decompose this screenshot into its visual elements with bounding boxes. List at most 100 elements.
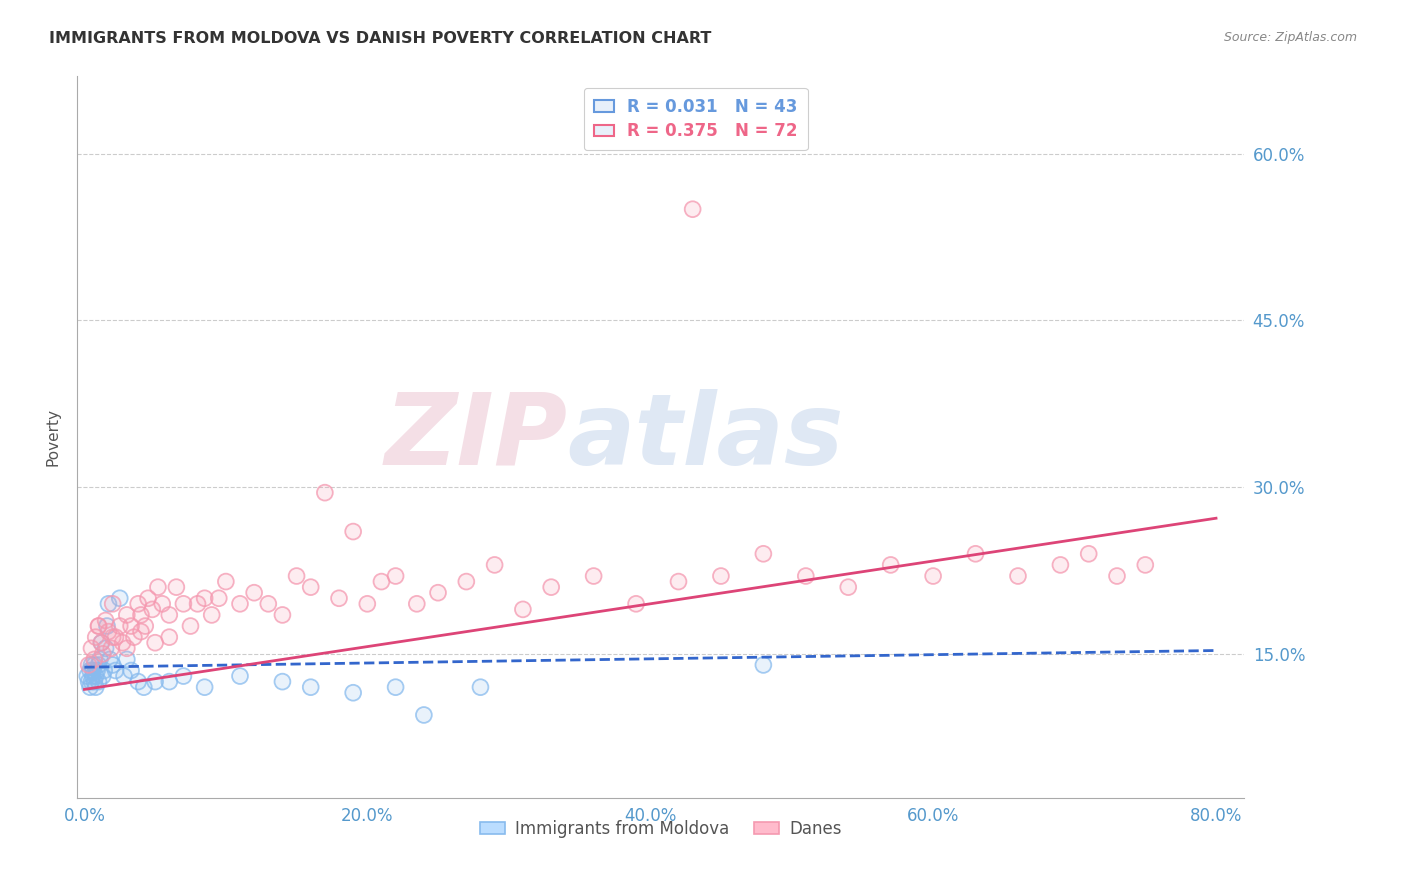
Legend: Immigrants from Moldova, Danes: Immigrants from Moldova, Danes bbox=[474, 813, 848, 844]
Point bbox=[101, 657, 124, 672]
Point bbox=[86, 664, 108, 678]
Point bbox=[427, 585, 450, 599]
Point bbox=[104, 664, 127, 678]
Point bbox=[134, 619, 156, 633]
Point bbox=[104, 630, 127, 644]
Point bbox=[82, 664, 104, 678]
Point bbox=[90, 636, 112, 650]
Point bbox=[187, 597, 209, 611]
Point bbox=[299, 680, 322, 694]
Point bbox=[84, 669, 107, 683]
Point bbox=[93, 664, 115, 678]
Text: Source: ZipAtlas.com: Source: ZipAtlas.com bbox=[1223, 31, 1357, 45]
Point bbox=[582, 569, 605, 583]
Y-axis label: Poverty: Poverty bbox=[45, 408, 60, 467]
Point bbox=[80, 657, 103, 672]
Point bbox=[837, 580, 859, 594]
Point bbox=[624, 597, 647, 611]
Point bbox=[285, 569, 308, 583]
Point bbox=[229, 597, 252, 611]
Point bbox=[314, 485, 336, 500]
Point bbox=[143, 674, 166, 689]
Point bbox=[120, 619, 142, 633]
Point bbox=[98, 652, 121, 666]
Point bbox=[146, 580, 169, 594]
Point bbox=[91, 669, 114, 683]
Point bbox=[484, 558, 506, 572]
Point bbox=[157, 630, 180, 644]
Point bbox=[94, 641, 117, 656]
Point bbox=[405, 597, 427, 611]
Point bbox=[91, 647, 114, 661]
Point bbox=[136, 591, 159, 606]
Point bbox=[96, 619, 118, 633]
Point bbox=[122, 630, 145, 644]
Point bbox=[172, 669, 194, 683]
Point bbox=[83, 674, 105, 689]
Point bbox=[87, 657, 110, 672]
Point bbox=[94, 614, 117, 628]
Point bbox=[356, 597, 378, 611]
Point bbox=[179, 619, 201, 633]
Point bbox=[794, 569, 817, 583]
Point bbox=[752, 657, 775, 672]
Point bbox=[172, 669, 194, 683]
Point bbox=[77, 657, 100, 672]
Point bbox=[98, 652, 121, 666]
Point bbox=[682, 202, 704, 217]
Point bbox=[83, 674, 105, 689]
Point bbox=[104, 630, 127, 644]
Point bbox=[1077, 547, 1099, 561]
Point bbox=[624, 597, 647, 611]
Point bbox=[120, 664, 142, 678]
Point bbox=[108, 591, 131, 606]
Point bbox=[82, 664, 104, 678]
Point bbox=[165, 580, 187, 594]
Point bbox=[76, 669, 98, 683]
Point bbox=[89, 652, 111, 666]
Point bbox=[115, 641, 138, 656]
Point bbox=[1077, 547, 1099, 561]
Point bbox=[134, 619, 156, 633]
Point bbox=[127, 674, 149, 689]
Point bbox=[427, 585, 450, 599]
Point bbox=[922, 569, 945, 583]
Point bbox=[86, 664, 108, 678]
Point bbox=[79, 680, 101, 694]
Point bbox=[87, 674, 110, 689]
Point bbox=[132, 680, 155, 694]
Point bbox=[384, 569, 406, 583]
Point bbox=[157, 674, 180, 689]
Point bbox=[165, 580, 187, 594]
Point bbox=[965, 547, 987, 561]
Point bbox=[108, 619, 131, 633]
Point bbox=[1135, 558, 1157, 572]
Point bbox=[84, 680, 107, 694]
Point bbox=[668, 574, 690, 589]
Point bbox=[115, 641, 138, 656]
Point bbox=[93, 664, 115, 678]
Point bbox=[710, 569, 733, 583]
Point bbox=[97, 597, 120, 611]
Point bbox=[100, 641, 122, 656]
Point bbox=[271, 607, 294, 622]
Point bbox=[208, 591, 231, 606]
Point bbox=[127, 597, 149, 611]
Point bbox=[87, 619, 110, 633]
Point bbox=[1105, 569, 1128, 583]
Point bbox=[356, 597, 378, 611]
Point bbox=[540, 580, 562, 594]
Point bbox=[136, 591, 159, 606]
Point bbox=[127, 674, 149, 689]
Point bbox=[271, 674, 294, 689]
Point bbox=[87, 674, 110, 689]
Point bbox=[141, 602, 163, 616]
Point bbox=[243, 585, 266, 599]
Point bbox=[115, 652, 138, 666]
Point bbox=[342, 524, 364, 539]
Point bbox=[412, 708, 434, 723]
Point bbox=[512, 602, 534, 616]
Point bbox=[80, 641, 103, 656]
Text: IMMIGRANTS FROM MOLDOVA VS DANISH POVERTY CORRELATION CHART: IMMIGRANTS FROM MOLDOVA VS DANISH POVERT… bbox=[49, 31, 711, 46]
Point bbox=[879, 558, 901, 572]
